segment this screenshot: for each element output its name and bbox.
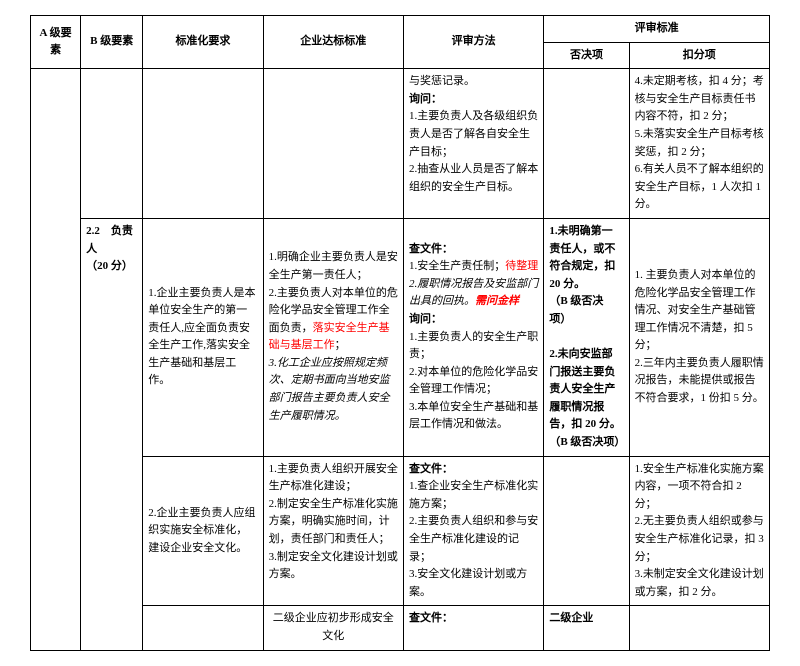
text: 1.安全生产责任制； (409, 260, 505, 272)
cell-deduct: 1.安全生产标准化实施方案内容，一项不符合扣 2 分； 2.无主要负责人组织或参… (629, 456, 769, 606)
cell-method: 查文件： 1.安全生产责任制；待整理 2.履职情况报告及安监部门出具的回执。需问… (403, 218, 543, 456)
text: 与奖惩记录。 (409, 75, 475, 87)
text: 3.本单位安全生产基础和基层工作情况和做法。 (409, 401, 538, 431)
header-req: 标准化要求 (143, 16, 263, 69)
text-bold: （20 分） (86, 260, 133, 272)
text: 2.三年内主要负责人履职情况报告，未能提供或报告不符合要求，1 份扣 5 分。 (635, 357, 764, 404)
text: 3.安全文化建设计划或方案。 (409, 568, 527, 598)
text-bold: （B 级否决项） (549, 436, 625, 448)
header-b: B 级要素 (81, 16, 143, 69)
header-veto: 否决项 (544, 42, 629, 69)
header-std: 企业达标标准 (263, 16, 403, 69)
cell-req (143, 69, 263, 219)
text: 1.主要负责人的安全生产职责； (409, 331, 538, 361)
text: 2.无主要负责人组织或参与安全生产标准化记录，扣 3 分； (635, 515, 764, 562)
text: 2.制定安全生产标准化实施方案，明确实施时间，计划，责任部门和责任人； (269, 498, 398, 545)
text: 1.主要负责人组织开展安全生产标准化建设； (269, 463, 398, 493)
cell-deduct (629, 606, 769, 650)
text: 3.未制定安全文化建设计划或方案，扣 2 分。 (635, 568, 764, 598)
text-bold: 询问： (409, 93, 442, 105)
cell-veto (544, 456, 629, 606)
cell-req: 2.企业主要负责人应组织实施安全标准化，建设企业安全文化。 (143, 456, 263, 606)
text: 1. 主要负责人对本单位的危险化学品安全管理工作情况、对安全生产基础管理工作情况… (635, 269, 756, 351)
text-bold: 查文件： (409, 463, 453, 475)
text-bold: （B 级否决项） (549, 295, 603, 325)
text-bold: 2.2 负责人 (86, 225, 133, 255)
cell-std: 1.主要负责人组织开展安全生产标准化建设； 2.制定安全生产标准化实施方案，明确… (263, 456, 403, 606)
cell-b: 2.2 负责人 （20 分） (81, 218, 143, 650)
header-criteria: 评审标准 (544, 16, 770, 43)
cell-veto: 二级企业 (544, 606, 629, 650)
cell-std (263, 69, 403, 219)
text: 1.查企业安全生产标准化实施方案； (409, 480, 538, 510)
cell-deduct: 4.未定期考核，扣 4 分；考核与安全生产目标责任书内容不符，扣 2 分； 5.… (629, 69, 769, 219)
text-italic: 3.化工企业应按照规定频次、定期书面向当地安监部门报告主要负责人安全生产履职情况… (269, 357, 390, 422)
text-bold: 查文件： (409, 243, 453, 255)
cell-std: 二级企业应初步形成安全文化 (263, 606, 403, 650)
text-red: 待整理 (505, 260, 538, 272)
text: 1.安全生产标准化实施方案内容，一项不符合扣 2 分； (635, 463, 764, 510)
cell-req (143, 606, 263, 650)
cell-deduct: 1. 主要负责人对本单位的危险化学品安全管理工作情况、对安全生产基础管理工作情况… (629, 218, 769, 456)
cell-method: 查文件： 1.查企业安全生产标准化实施方案； 2.主要负责人组织和参与安全生产标… (403, 456, 543, 606)
text: 1.企业主要负责人是本单位安全生产的第一责任人,应全面负责安全生产工作,落实安全… (148, 287, 255, 387)
text: ； (335, 339, 346, 351)
text-bold: 询问： (409, 313, 442, 325)
text-bold: 1.未明确第一责任人，或不符合规定，扣20 分。 (549, 225, 615, 290)
text: 1.明确企业主要负责人是安全生产第一责任人； (269, 251, 398, 281)
text: 1.主要负责人及各级组织负责人是否了解各自安全生产目标； (409, 110, 538, 157)
cell-a (31, 69, 81, 650)
text: 5.未落实安全生产目标考核奖惩，扣 2 分； (635, 128, 764, 158)
text: 4.未定期考核，扣 4 分；考核与安全生产目标责任书内容不符，扣 2 分； (635, 75, 764, 122)
text: 二级企业应初步形成安全文化 (273, 612, 394, 642)
cell-std: 1.明确企业主要负责人是安全生产第一责任人； 2.主要负责人对本单位的危险化学品… (263, 218, 403, 456)
header-a: A 级要素 (31, 16, 81, 69)
table-row: 与奖惩记录。 询问： 1.主要负责人及各级组织负责人是否了解各自安全生产目标； … (31, 69, 770, 219)
text-red: 需问金样 (475, 295, 519, 307)
text: 2.对本单位的危险化学品安全管理工作情况； (409, 366, 538, 396)
text: 6.有关人员不了解本组织的安全生产目标，1 人次扣 1 分。 (635, 163, 764, 210)
cell-veto: 1.未明确第一责任人，或不符合规定，扣20 分。 （B 级否决项） 2.未向安监… (544, 218, 629, 456)
header-deduct: 扣分项 (629, 42, 769, 69)
header-row-1: A 级要素 B 级要素 标准化要求 企业达标标准 评审方法 评审标准 (31, 16, 770, 43)
text: 2.企业主要负责人应组织实施安全标准化，建设企业安全文化。 (148, 507, 255, 554)
text: 2.抽查从业人员是否了解本组织的安全生产目标。 (409, 163, 538, 193)
cell-veto (544, 69, 629, 219)
text: 2.主要负责人组织和参与安全生产标准化建设的记录； (409, 515, 538, 562)
cell-method: 与奖惩记录。 询问： 1.主要负责人及各级组织负责人是否了解各自安全生产目标； … (403, 69, 543, 219)
cell-b (81, 69, 143, 219)
text-bold: 2.未向安监部门报送主要负责人安全生产履职情况报告，扣 20 分。 (549, 348, 621, 430)
text-bold: 查文件： (409, 612, 453, 624)
text-bold: 二级企业 (549, 612, 593, 624)
text: 3.制定安全文化建设计划或方案。 (269, 551, 398, 581)
header-method: 评审方法 (403, 16, 543, 69)
cell-req: 1.企业主要负责人是本单位安全生产的第一责任人,应全面负责安全生产工作,落实安全… (143, 218, 263, 456)
table-row: 2.2 负责人 （20 分） 1.企业主要负责人是本单位安全生产的第一责任人,应… (31, 218, 770, 456)
cell-method: 查文件： (403, 606, 543, 650)
standards-table: A 级要素 B 级要素 标准化要求 企业达标标准 评审方法 评审标准 否决项 扣… (30, 15, 770, 651)
